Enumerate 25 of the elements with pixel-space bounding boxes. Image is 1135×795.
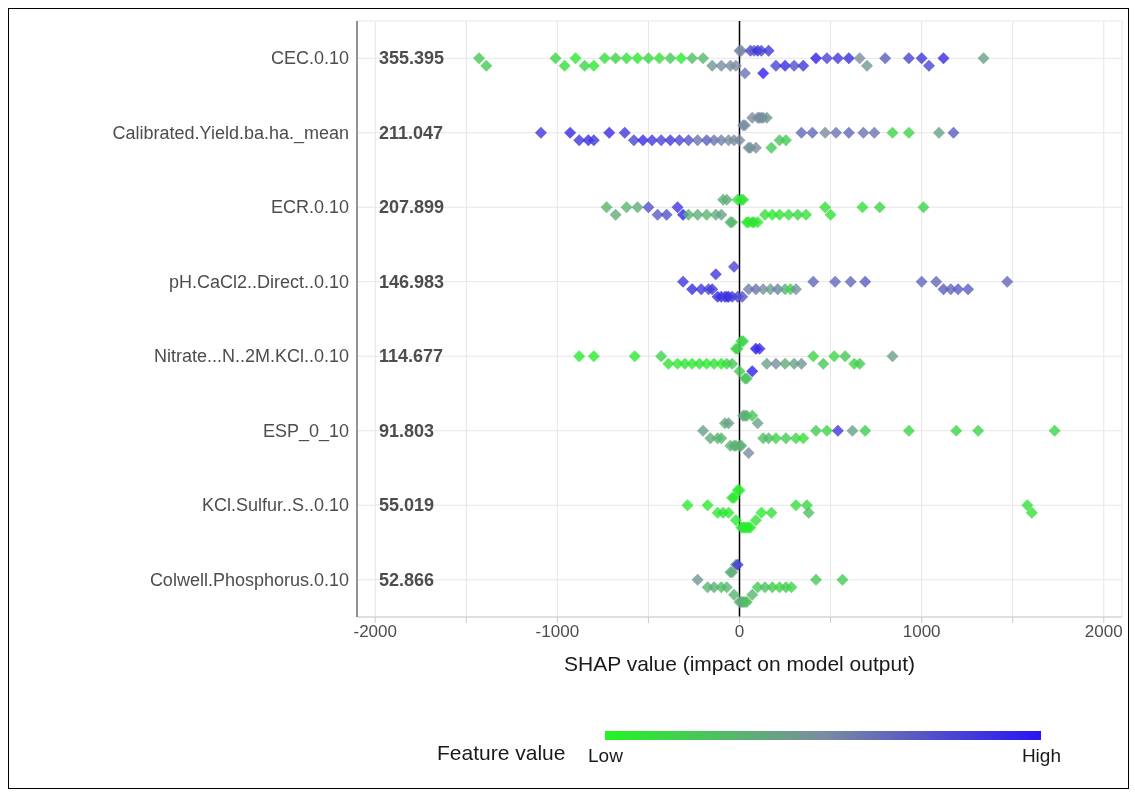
y-tick-label: Calibrated.Yield.ba.ha._mean — [112, 122, 349, 144]
annotation: 52.866 — [379, 569, 435, 590]
x-tick-label: 2000 — [1084, 622, 1123, 642]
x-tick-label: -1000 — [535, 622, 580, 642]
y-tick-label: Nitrate...N..2M.KCl..0.10 — [153, 346, 349, 367]
annotation: 114.677 — [379, 346, 444, 367]
color-bar-label: Low — [587, 745, 623, 767]
x-tick-label: 1000 — [902, 622, 941, 642]
color-bar-title: Feature value — [437, 741, 566, 765]
color-bar-label: High — [1021, 745, 1061, 767]
x-tick-label: 0 — [734, 622, 745, 642]
y-tick-label: pH.CaCl2..Direct..0.10 — [168, 271, 349, 292]
y-tick-label: ESP_0_10 — [262, 420, 349, 442]
y-tick-label: CEC.0.10 — [270, 48, 349, 69]
annotation: 55.019 — [379, 495, 435, 516]
annotation: 355.395 — [379, 48, 445, 69]
annotation: 207.899 — [379, 197, 445, 218]
annotation: 211.047 — [379, 122, 444, 143]
y-tick-label: KCl.Sulfur..S..0.10 — [201, 495, 349, 516]
annotation: 146.983 — [379, 271, 445, 292]
y-tick-label: Colwell.Phosphorus.0.10 — [149, 569, 349, 590]
x-axis-title: SHAP value (impact on model output) — [564, 652, 915, 675]
annotation: 91.803 — [379, 420, 435, 441]
x-tick-label: -2000 — [353, 622, 397, 642]
y-tick-label: ECR.0.10 — [270, 197, 349, 218]
